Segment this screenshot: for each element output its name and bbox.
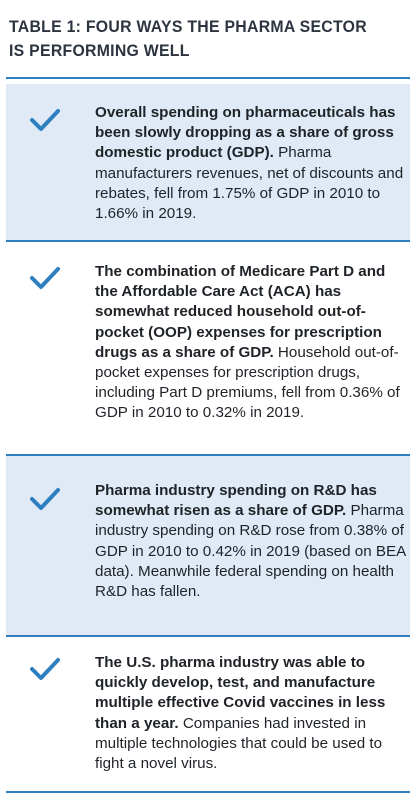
row-lead: The U.S. pharma industry was able to qui… xyxy=(95,654,386,732)
row-lead: Overall spending on pharmaceuticals has … xyxy=(95,104,396,162)
table-row: The combination of Medicare Part D and t… xyxy=(6,242,410,456)
table-title: TABLE 1: FOUR WAYS THE PHARMA SECTOR IS … xyxy=(9,17,367,60)
title-divider xyxy=(6,77,410,79)
checkmark-icon xyxy=(30,266,60,290)
checkmark-icon xyxy=(30,108,60,132)
checkmark-icon xyxy=(30,487,60,511)
row-text: The U.S. pharma industry was able to qui… xyxy=(95,653,406,774)
row-body: Pharma industry spending on R&D rose fro… xyxy=(95,502,406,601)
row-body: Household out-of-pocket expenses for pre… xyxy=(95,343,400,422)
table-row: Pharma industry spending on R&D has some… xyxy=(6,456,410,637)
checkmark-icon xyxy=(30,657,60,681)
row-text: The combination of Medicare Part D and t… xyxy=(95,262,406,424)
row-body: Pharma manufacturers revenues, net of di… xyxy=(95,144,404,223)
table-body: Overall spending on pharmaceuticals has … xyxy=(6,84,410,793)
row-lead: The combination of Medicare Part D and t… xyxy=(95,263,386,361)
table-row: The U.S. pharma industry was able to qui… xyxy=(6,637,410,793)
row-body: Companies had invested in multiple techn… xyxy=(95,714,383,773)
row-text: Overall spending on pharmaceuticals has … xyxy=(95,103,406,224)
table-row: Overall spending on pharmaceuticals has … xyxy=(6,84,410,242)
row-text: Pharma industry spending on R&D has some… xyxy=(95,481,406,602)
row-lead: Pharma industry spending on R&D has some… xyxy=(95,482,377,520)
